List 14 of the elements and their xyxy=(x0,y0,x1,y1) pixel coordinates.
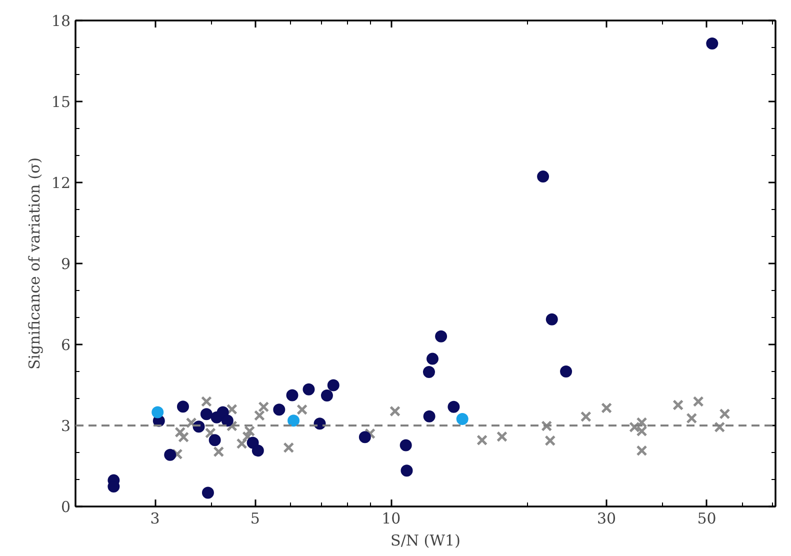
x-tick-label: 10 xyxy=(382,510,401,528)
x-tick-label: 50 xyxy=(697,510,716,528)
y-axis-title: Significance of variation (σ) xyxy=(25,157,44,370)
y-tick-label: 6 xyxy=(60,336,71,354)
x-tick-label: 5 xyxy=(250,510,260,528)
x-tick-label: 30 xyxy=(597,510,616,528)
y-tick-label: 12 xyxy=(51,174,71,192)
y-tick-label: 15 xyxy=(51,93,71,111)
y-tick-label: 0 xyxy=(60,498,71,516)
y-tick-label: 3 xyxy=(60,417,71,435)
y-tick-label: 18 xyxy=(51,12,71,30)
x-axis-title: S/N (W1) xyxy=(390,532,460,550)
y-tick-label: 9 xyxy=(60,255,71,273)
x-tick-label: 3 xyxy=(150,510,160,528)
